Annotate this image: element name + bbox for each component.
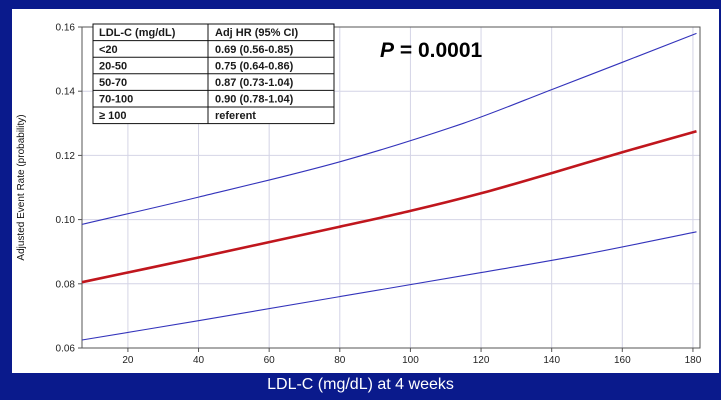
x-tick-label: 120 [473, 355, 490, 366]
table-header-cell: Adj HR (95% CI) [215, 27, 298, 39]
table-cell: 20-50 [99, 60, 127, 72]
series-lines [81, 32, 697, 341]
plot-panel: 20 40 60 80 100 120 140 160 180 0.06 0.08 0.10 0.12 0… [12, 9, 719, 373]
y-tick-label: 0.06 [56, 344, 76, 355]
x-tick-label: 40 [193, 355, 205, 366]
x-tick-label: 140 [543, 355, 560, 366]
hazard-ratio-table: LDL-C (mg/dL) Adj HR (95% CI) <20 0.69 (0.5… [92, 23, 335, 125]
y-tick-label: 0.12 [56, 151, 76, 162]
title-banner-fragment [0, 0, 721, 8]
plot-border [81, 26, 701, 349]
table-cell: referent [215, 110, 256, 122]
y-axis-title: Adjusted Event Rate (probability) [16, 114, 27, 260]
x-tick-label: 60 [264, 355, 276, 366]
y-tick-label: 0.14 [56, 87, 76, 98]
x-tick-label: 160 [614, 355, 631, 366]
p-value-annotation: P = 0.0001 [380, 39, 482, 62]
x-tick-label: 20 [122, 355, 134, 366]
upper-series-line [81, 32, 697, 225]
event-rate-chart: 20 40 60 80 100 120 140 160 180 0.06 0.08 0.10 0.12 0… [16, 23, 702, 367]
y-tick-label: 0.16 [56, 23, 76, 34]
table-cell: 70-100 [99, 94, 133, 106]
table-cell: 0.69 (0.56-0.85) [215, 44, 294, 56]
lower-series-line [81, 231, 697, 341]
table-cell: 0.90 (0.78-1.04) [215, 94, 294, 106]
table-cell: 0.87 (0.73-1.04) [215, 77, 294, 89]
table-header-cell: LDL-C (mg/dL) [99, 27, 176, 39]
table-cell: <20 [99, 44, 118, 56]
y-tick-label: 0.08 [56, 279, 76, 290]
y-tick-label: 0.10 [56, 215, 76, 226]
estimate-series-line [81, 130, 697, 284]
x-axis-title: LDL-C (mg/dL) at 4 weeks [267, 376, 454, 393]
table-cell: 0.75 (0.64-0.86) [215, 60, 294, 72]
x-tick-label: 80 [334, 355, 346, 366]
x-tick-label: 180 [685, 355, 702, 366]
table-cell: 50-70 [99, 77, 127, 89]
x-tick-label: 100 [402, 355, 419, 366]
table-cell: ≥ 100 [99, 110, 126, 122]
axis-ticks: 20 40 60 80 100 120 140 160 180 0.06 0.08 0.10 0.12 0… [56, 23, 702, 367]
